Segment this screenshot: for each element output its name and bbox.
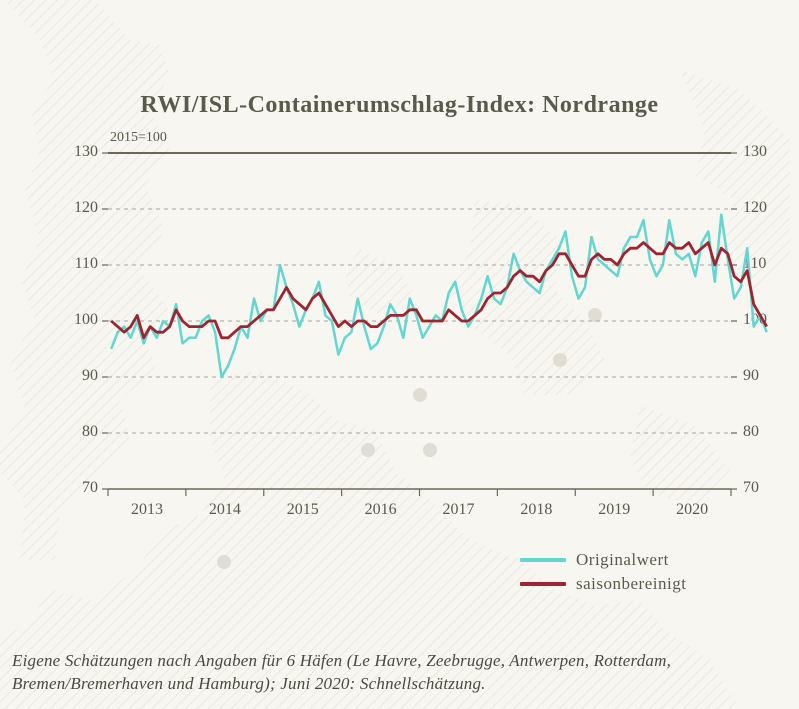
caption-line1: Eigene Schätzungen nach Angaben für 6 Hä…	[12, 651, 671, 670]
caption-line2: Bremen/Bremerhaven und Hamburg); Juni 20…	[12, 674, 486, 693]
line-chart	[0, 0, 799, 620]
series-seasonal	[111, 243, 767, 338]
caption: Eigene Schätzungen nach Angaben für 6 Hä…	[12, 650, 782, 696]
series-original	[111, 215, 767, 377]
